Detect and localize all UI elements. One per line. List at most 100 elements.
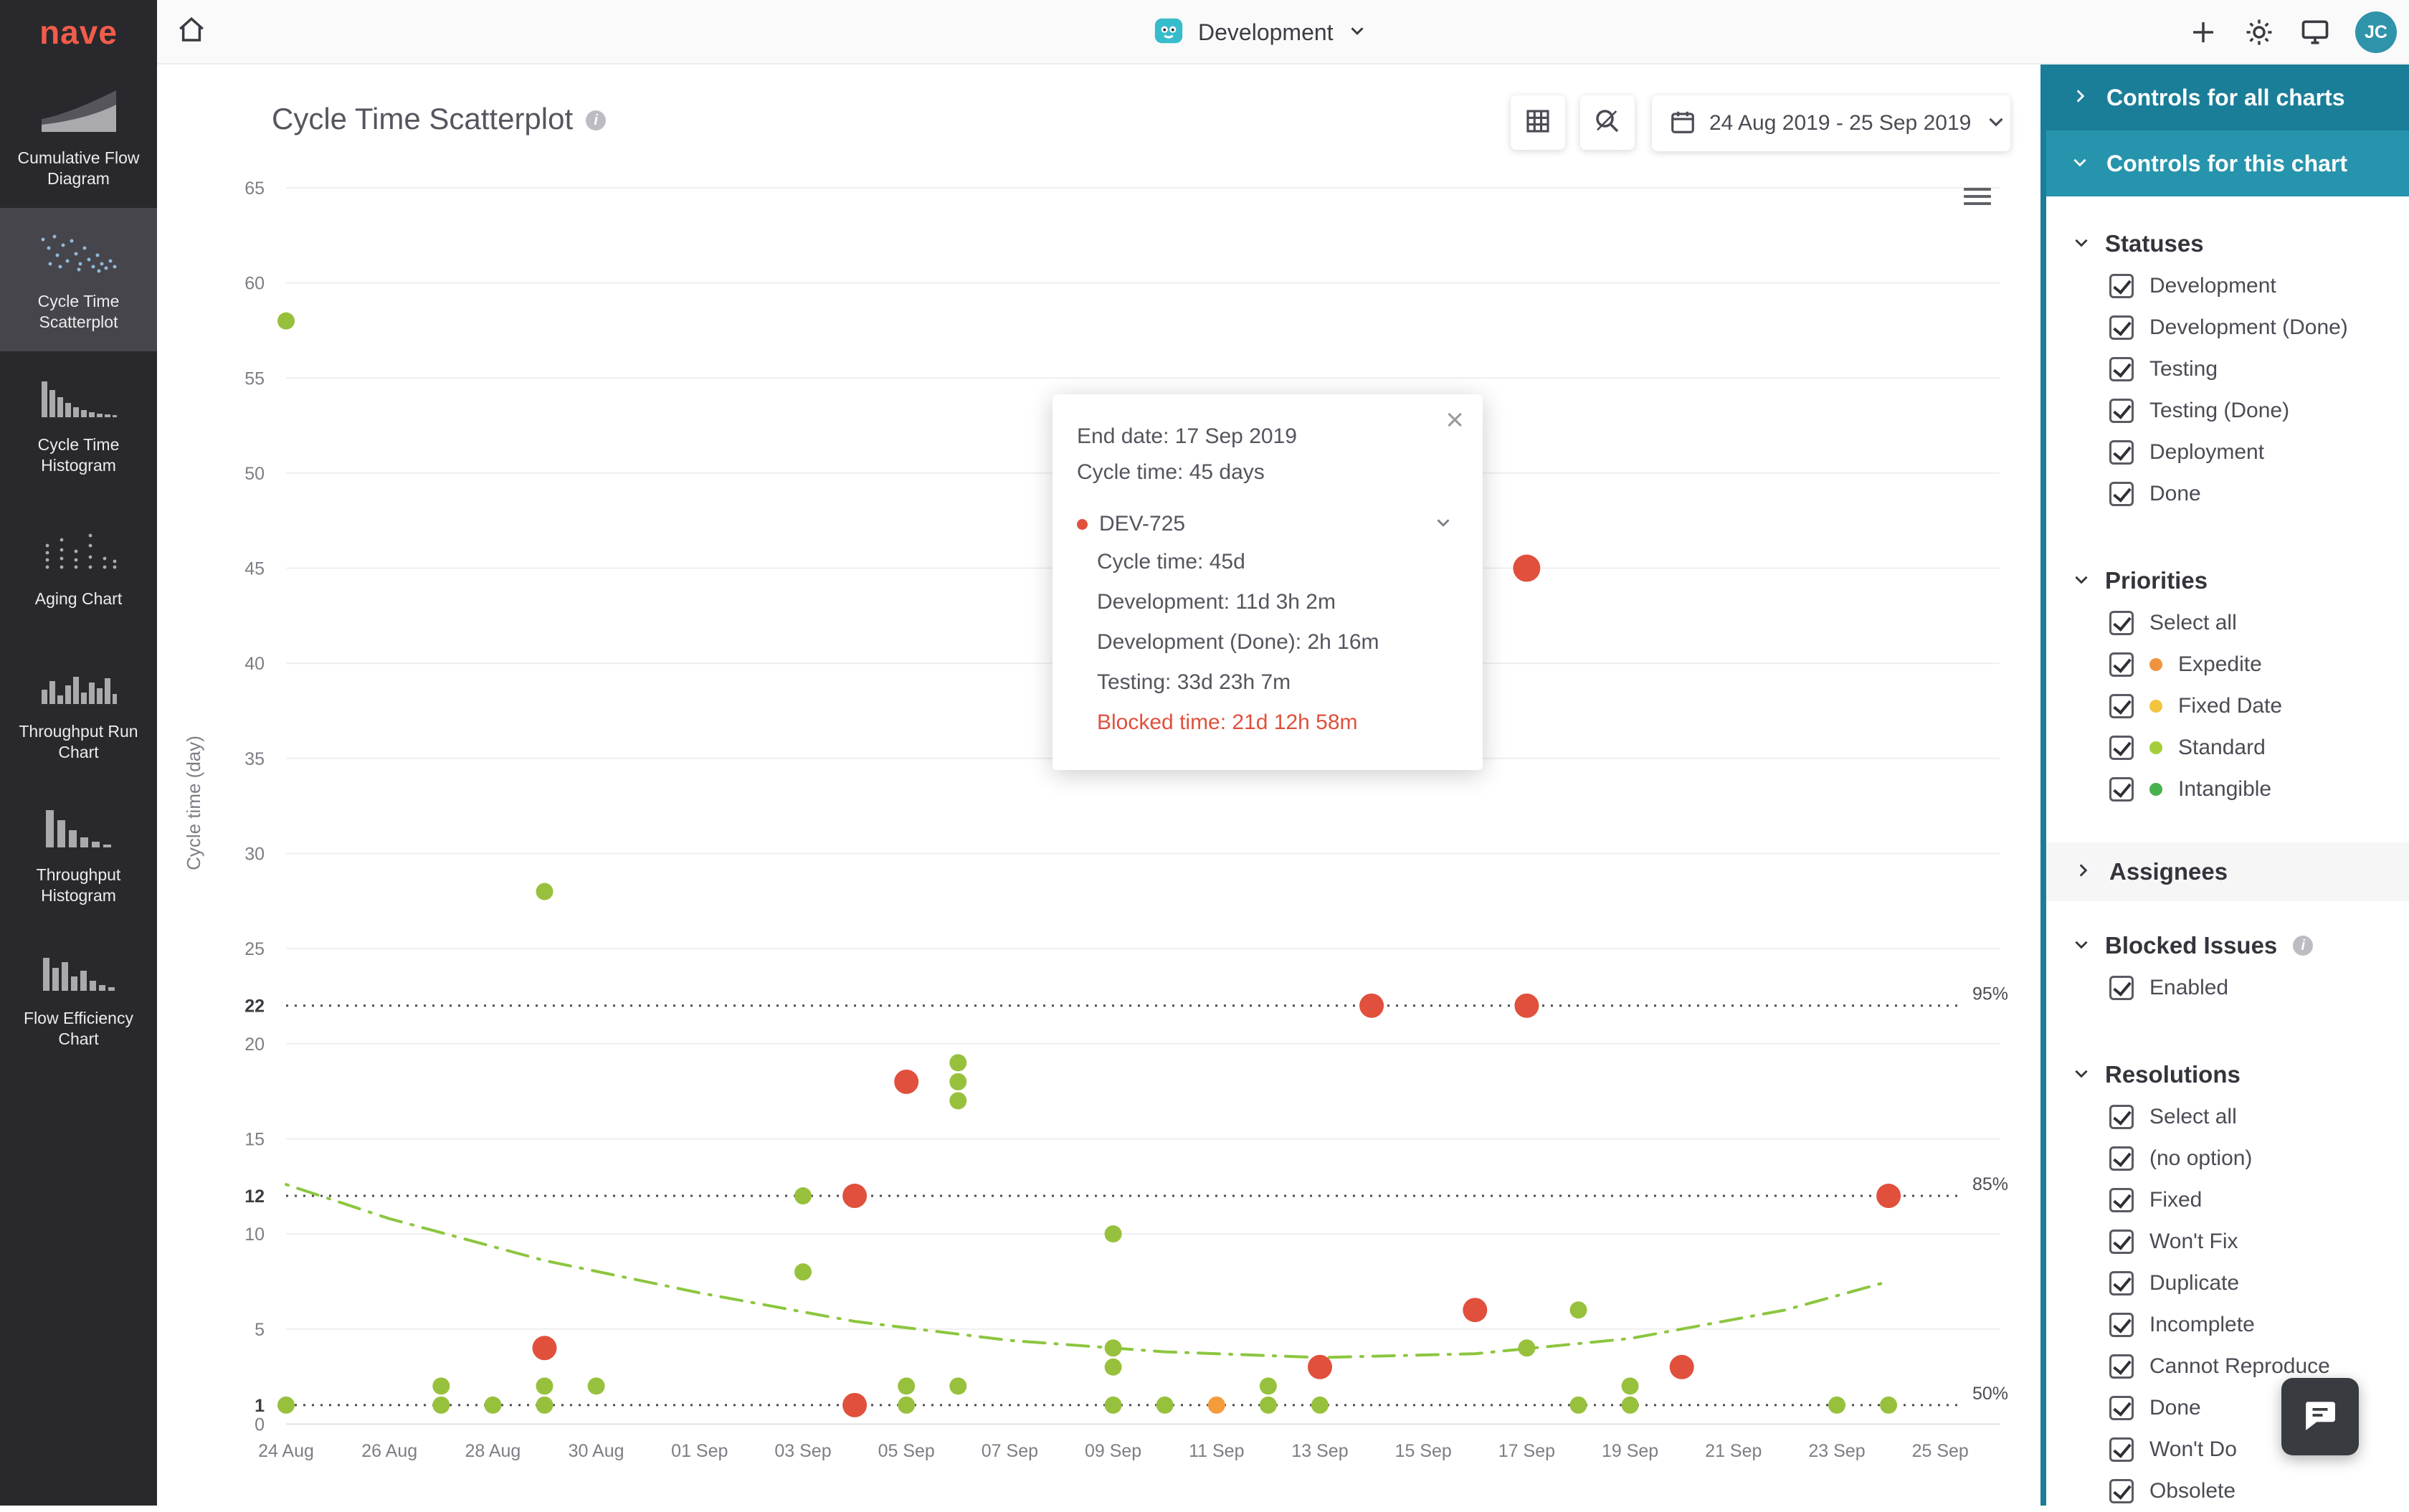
- throughput-histogram-thumbnail-icon: [36, 800, 122, 855]
- user-avatar[interactable]: JC: [2355, 11, 2397, 53]
- resolution-row[interactable]: Incomplete: [2046, 1304, 2409, 1346]
- blocked-issues-section-header[interactable]: Blocked Issues i: [2046, 930, 2409, 961]
- priority-row[interactable]: Select all: [2046, 602, 2409, 644]
- tooltip-close-button[interactable]: ×: [1445, 404, 1464, 436]
- sidebar-item-throughput-run-chart[interactable]: Throughput Run Chart: [0, 638, 157, 781]
- checkbox[interactable]: [2109, 1479, 2134, 1503]
- sidebar-item-label: Aging Chart: [29, 589, 128, 609]
- controls-body: Statuses Development Development (Done): [2046, 196, 2409, 1512]
- svg-text:15 Sep: 15 Sep: [1395, 1441, 1452, 1461]
- status-row[interactable]: Done: [2046, 473, 2409, 515]
- chevron-down-icon: [2072, 932, 2091, 959]
- sidebar-item-cycle-time-scatterplot[interactable]: Cycle Time Scatterplot: [0, 208, 157, 351]
- statuses-section-header[interactable]: Statuses: [2046, 228, 2409, 260]
- blocked-issues-info-icon[interactable]: i: [2293, 936, 2313, 956]
- checkbox[interactable]: [2109, 1271, 2134, 1295]
- resolution-row[interactable]: Obsolete: [2046, 1470, 2409, 1512]
- assignees-section-header[interactable]: Assignees: [2046, 842, 2409, 901]
- sidebar-item-label: Throughput Histogram: [0, 865, 157, 906]
- status-row[interactable]: Deployment: [2046, 432, 2409, 473]
- checkbox[interactable]: [2109, 1313, 2134, 1337]
- checkbox[interactable]: [2109, 440, 2134, 465]
- svg-text:28 Aug: 28 Aug: [465, 1441, 521, 1461]
- resolution-row[interactable]: Duplicate: [2046, 1263, 2409, 1304]
- tooltip-issue-row[interactable]: DEV-725: [1077, 506, 1454, 542]
- resolution-label: Done: [2149, 1396, 2201, 1420]
- checkbox[interactable]: [2109, 611, 2134, 635]
- svg-text:25 Sep: 25 Sep: [1912, 1441, 1969, 1461]
- checkbox[interactable]: [2109, 1188, 2134, 1212]
- title-info-icon[interactable]: i: [586, 110, 606, 130]
- priority-row[interactable]: Expedite: [2046, 644, 2409, 685]
- svg-text:35: 35: [244, 749, 265, 769]
- priority-row[interactable]: Standard: [2046, 727, 2409, 769]
- status-label: Testing (Done): [2149, 399, 2289, 423]
- controls-all-charts-header[interactable]: Controls for all charts: [2046, 65, 2409, 130]
- settings-button[interactable]: [2243, 16, 2275, 48]
- sidebar-item-aging-chart[interactable]: Aging Chart: [0, 495, 157, 638]
- grid-view-icon: [1523, 106, 1553, 140]
- logo-block[interactable]: nave: [0, 0, 157, 65]
- resolutions-section-header[interactable]: Resolutions: [2046, 1059, 2409, 1090]
- checkbox[interactable]: [2109, 399, 2134, 423]
- checkbox[interactable]: [2109, 274, 2134, 298]
- priority-row[interactable]: Fixed Date: [2046, 685, 2409, 727]
- checkbox[interactable]: [2109, 652, 2134, 677]
- sidebar-item-flow-efficiency-chart[interactable]: Flow Efficiency Chart: [0, 925, 157, 1068]
- checkbox[interactable]: [2109, 736, 2134, 760]
- chat-widget-button[interactable]: [2281, 1378, 2359, 1455]
- blocked-issues-row[interactable]: Enabled: [2046, 967, 2409, 1009]
- checkbox[interactable]: [2109, 357, 2134, 381]
- sidebar-item-cumulative-flow-diagram[interactable]: Cumulative Flow Diagram: [0, 65, 157, 208]
- svg-text:11 Sep: 11 Sep: [1189, 1441, 1244, 1461]
- checkbox[interactable]: [2109, 482, 2134, 506]
- svg-text:21 Sep: 21 Sep: [1705, 1441, 1762, 1461]
- checkbox[interactable]: [2109, 1354, 2134, 1379]
- checkbox[interactable]: [2109, 777, 2134, 802]
- checkbox[interactable]: [2109, 976, 2134, 1000]
- checkbox[interactable]: [2109, 694, 2134, 718]
- status-label: Development: [2149, 274, 2276, 298]
- resolution-row[interactable]: Select all: [2046, 1096, 2409, 1138]
- zoom-off-button[interactable]: [1580, 95, 1635, 150]
- add-button[interactable]: [2187, 16, 2219, 48]
- home-button[interactable]: [171, 11, 212, 52]
- status-row[interactable]: Testing (Done): [2046, 390, 2409, 432]
- svg-text:Cycle time (day): Cycle time (day): [183, 736, 204, 870]
- run-chart-thumbnail-icon: [36, 657, 122, 711]
- checkbox[interactable]: [2109, 1396, 2134, 1420]
- board-selector[interactable]: Development: [1152, 10, 1368, 54]
- grid-view-button[interactable]: [1511, 95, 1565, 150]
- svg-text:17 Sep: 17 Sep: [1498, 1441, 1555, 1461]
- svg-text:1: 1: [255, 1396, 265, 1416]
- priorities-section-header[interactable]: Priorities: [2046, 565, 2409, 596]
- checkbox[interactable]: [2109, 1230, 2134, 1254]
- resolution-row[interactable]: Won't Fix: [2046, 1221, 2409, 1263]
- sidebar-item-throughput-histogram[interactable]: Throughput Histogram: [0, 781, 157, 925]
- svg-text:50%: 50%: [1972, 1384, 2008, 1404]
- resolution-row[interactable]: Fixed: [2046, 1179, 2409, 1221]
- checkbox[interactable]: [2109, 315, 2134, 340]
- calendar-icon: [1669, 108, 1696, 139]
- checkbox[interactable]: [2109, 1105, 2134, 1129]
- status-row[interactable]: Development: [2046, 265, 2409, 307]
- status-row[interactable]: Development (Done): [2046, 307, 2409, 348]
- resolution-label: Incomplete: [2149, 1313, 2255, 1337]
- priority-row[interactable]: Intangible: [2046, 769, 2409, 810]
- sidebar-item-label: Cycle Time Histogram: [0, 434, 157, 476]
- controls-panel: Controls for all charts Controls for thi…: [2040, 65, 2409, 1506]
- display-button[interactable]: [2299, 16, 2331, 48]
- sidebar-item-cycle-time-histogram[interactable]: Cycle Time Histogram: [0, 351, 157, 495]
- resolution-row[interactable]: (no option): [2046, 1138, 2409, 1179]
- priority-label: Select all: [2149, 611, 2237, 635]
- date-range-picker[interactable]: 24 Aug 2019 - 25 Sep 2019: [1652, 95, 2010, 151]
- scatterplot-thumbnail-icon: [36, 227, 122, 281]
- chart-context-menu-button[interactable]: [1964, 188, 1991, 205]
- checkbox[interactable]: [2109, 1437, 2134, 1462]
- controls-this-chart-header[interactable]: Controls for this chart: [2046, 130, 2409, 196]
- status-row[interactable]: Testing: [2046, 348, 2409, 390]
- checkbox[interactable]: [2109, 1146, 2134, 1171]
